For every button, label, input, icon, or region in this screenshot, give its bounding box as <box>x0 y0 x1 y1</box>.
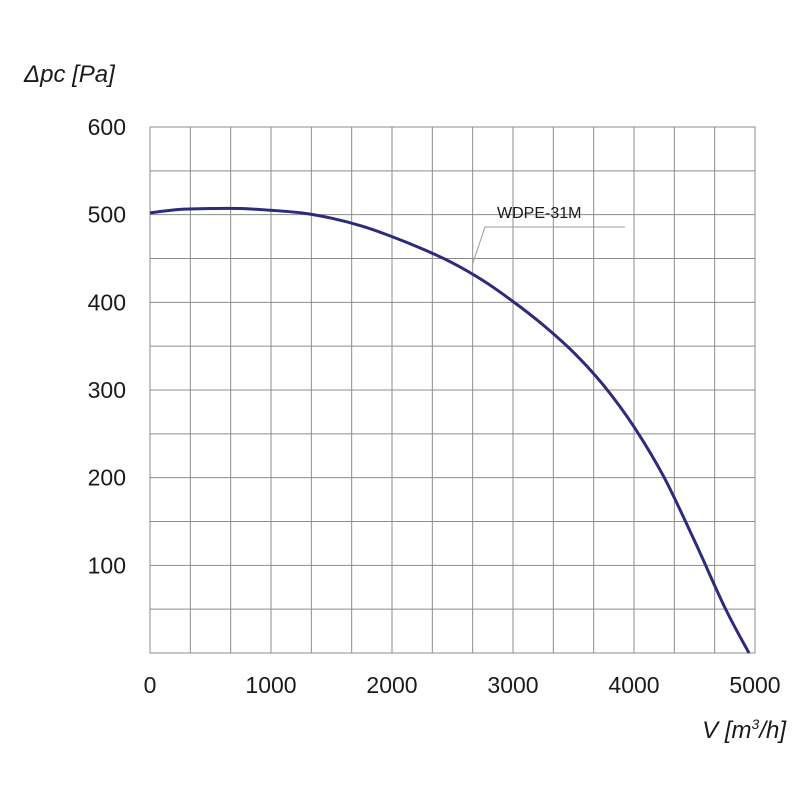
x-tick-label: 0 <box>144 672 157 698</box>
x-axis-title-suffix: /h] <box>757 717 787 744</box>
y-tick-label: 100 <box>88 552 126 578</box>
x-axis-ticks: 0 1000 2000 3000 4000 5000 <box>144 672 781 698</box>
x-axis-title-superscript: 3 <box>752 716 760 732</box>
x-axis-title-prefix: V [m <box>702 717 751 744</box>
y-tick-label: 300 <box>88 377 126 403</box>
series-line-wdpe-31m <box>149 206 751 654</box>
series-label-wdpe-31m: WDPE-31M <box>497 205 581 222</box>
plot-frame <box>149 126 756 654</box>
x-tick-label: 2000 <box>366 672 417 698</box>
x-tick-label: 5000 <box>729 672 780 698</box>
y-tick-label: 400 <box>88 289 126 315</box>
y-tick-label: 500 <box>88 202 126 228</box>
x-tick-label: 4000 <box>608 672 659 698</box>
grid-lines <box>150 127 755 653</box>
series-label-leader <box>472 226 625 265</box>
y-tick-label: 200 <box>88 465 126 491</box>
y-axis-title: Δpc [Pa] <box>23 61 116 88</box>
x-tick-label: 3000 <box>487 672 538 698</box>
x-axis-title: V [m3/h] <box>702 716 787 744</box>
x-tick-label: 1000 <box>245 672 296 698</box>
y-tick-label: 600 <box>88 114 126 140</box>
y-axis-ticks: 100 200 300 400 500 600 <box>88 114 126 578</box>
